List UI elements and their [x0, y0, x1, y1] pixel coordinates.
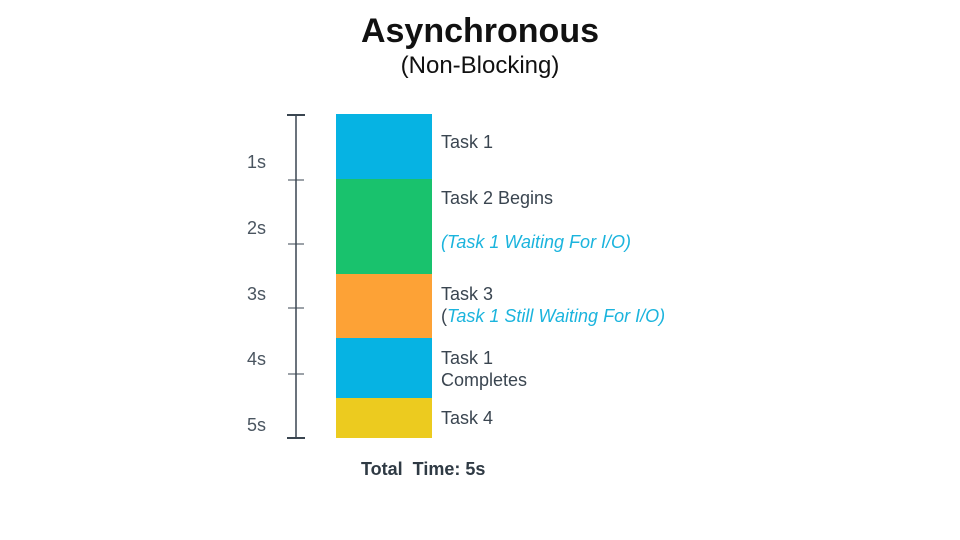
task-note-3: Task 1 Still Waiting For I/O) [447, 306, 666, 326]
task-block-4 [336, 338, 432, 398]
task-block-1 [336, 114, 432, 179]
tick-label-3s: 3s [247, 284, 267, 304]
tick-label-4s: 4s [247, 349, 267, 369]
task-block-5 [336, 398, 432, 438]
task-note-3-prefix: ( [441, 306, 447, 326]
task-note-2: (Task 1 Waiting For I/O) [441, 232, 632, 252]
task-label-1: Task 1 [441, 132, 494, 152]
tick-label-2s: 2s [247, 218, 267, 238]
task-label-3: Task 3 [441, 284, 494, 304]
tick-label-1s: 1s [247, 152, 267, 172]
task-note-3-line: (Task 1 Still Waiting For I/O) [441, 305, 665, 327]
task-label-5: Task 4 [441, 408, 494, 428]
tick-label-5s: 5s [247, 415, 267, 435]
total-time: Total Time: 5s [361, 459, 486, 479]
diagram-subtitle: (Non-Blocking) [400, 52, 560, 79]
task-block-3 [336, 274, 432, 338]
diagram-title: Asynchronous [360, 12, 600, 50]
task-label-2: Task 2 Begins [441, 188, 554, 208]
task-label-4-line2: Completes [441, 370, 528, 390]
task-block-2 [336, 179, 432, 274]
task-label-4-line1: Task 1 [441, 348, 494, 368]
